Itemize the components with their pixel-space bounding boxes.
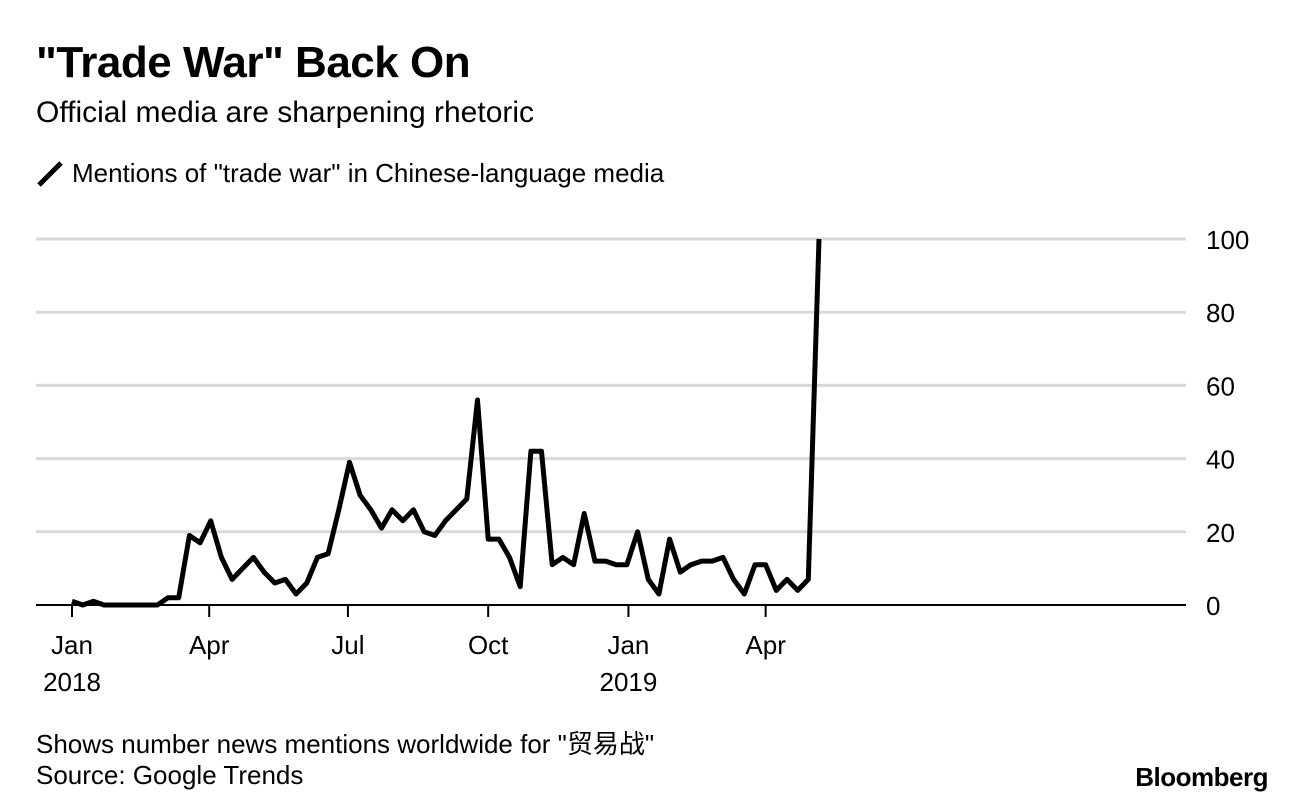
y-tick-label-100: 100 <box>1206 225 1249 255</box>
x-tick-label-2: Jul <box>331 630 364 660</box>
legend-label: Mentions of "trade war" in Chinese-langu… <box>72 158 665 188</box>
y-tick-label-80: 80 <box>1206 298 1235 328</box>
y-tick-label-60: 60 <box>1206 371 1235 401</box>
y-tick-label-20: 20 <box>1206 518 1235 548</box>
chart-title: "Trade War" Back On <box>36 38 471 87</box>
x-tick-label-3: Oct <box>468 630 509 660</box>
y-tick-label-0: 0 <box>1206 591 1220 621</box>
series-line-0 <box>71 238 822 608</box>
x-tick-label-1: Apr <box>189 630 230 660</box>
legend-line-swatch <box>37 160 63 187</box>
bloomberg-logo: Bloomberg <box>1135 762 1268 792</box>
footnote: Shows number news mentions worldwide for… <box>36 729 655 759</box>
x-tick-label-0: Jan <box>51 630 93 660</box>
x-tick-label-4: Jan <box>607 630 649 660</box>
legend: Mentions of "trade war" in Chinese-langu… <box>36 158 664 189</box>
x-tick-label-5: Apr <box>745 630 786 660</box>
x-tick-year-label-4: 2019 <box>600 667 658 697</box>
x-tick-year-label-0: 2018 <box>43 667 101 697</box>
chart-subtitle: Official media are sharpening rhetoric <box>36 96 535 129</box>
source-note: Source: Google Trends <box>36 760 304 790</box>
y-tick-label-40: 40 <box>1206 445 1235 475</box>
